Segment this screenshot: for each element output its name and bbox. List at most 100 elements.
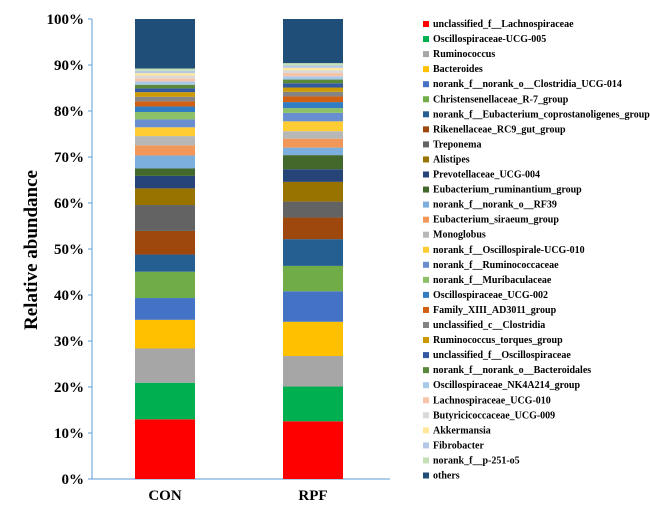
legend-label: Christensenellaceae_R-7_group (433, 94, 569, 105)
legend-swatch (423, 51, 429, 58)
bar-segment (283, 147, 343, 156)
bar-segment (135, 106, 195, 113)
y-tick-label: 40% (54, 288, 84, 304)
x-tick-label: CON (148, 488, 182, 504)
bar-segment (283, 356, 343, 387)
bar-segment (135, 101, 195, 107)
legend-swatch (423, 276, 429, 283)
bar-segment (135, 382, 195, 420)
legend-swatch (423, 81, 429, 88)
bar-segment (135, 73, 195, 76)
bar-segment (135, 70, 195, 74)
bar-segment (135, 254, 195, 272)
y-tick-label: 10% (54, 426, 84, 442)
bar-segment (283, 265, 343, 292)
y-tick-label: 30% (54, 334, 84, 350)
bar-segment (135, 78, 195, 82)
bar-segment (283, 91, 343, 97)
legend-label: Akkermansia (433, 425, 491, 436)
bar-segment (135, 205, 195, 231)
bar-segment (135, 96, 195, 102)
bar-segment (283, 79, 343, 84)
legend-swatch (423, 111, 429, 118)
legend-label: Rikenellaceae_RC9_gut_group (433, 124, 566, 135)
bar-segment (135, 155, 195, 169)
bar-segment (283, 155, 343, 170)
bar-segment (283, 83, 343, 88)
bar-segment (135, 298, 195, 320)
legend-label: norank_f__p-251-o5 (433, 455, 520, 466)
legend-label: Bacteroides (433, 64, 483, 75)
plot-area: 0% 10% 20% 30% 40% 50% 60% 70% 80% 90% 100% CON RPF (47, 12, 390, 504)
legend-label: unclassified_c__Clostridia (433, 320, 545, 331)
legend-swatch (423, 352, 429, 359)
legend-label: others (433, 471, 460, 482)
legend-swatch (423, 156, 429, 163)
legend-label: unclassified_f__Oscillospiraceae (433, 350, 571, 361)
bar-segment (135, 119, 195, 128)
legend-swatch (423, 261, 429, 268)
legend-swatch (423, 427, 429, 434)
bar-segment (135, 136, 195, 146)
legend-swatch (423, 322, 429, 328)
legend-swatch (423, 442, 429, 449)
legend-label: norank_f__Muribaculaceae (433, 275, 552, 286)
legend-swatch (423, 367, 429, 374)
legend-swatch (423, 141, 429, 148)
legend-label: Oscillospiraceae_NK4A214_group (433, 380, 580, 391)
bar-segment (135, 68, 195, 71)
y-tick-label: 0% (62, 472, 85, 488)
bar-segment (135, 419, 195, 479)
bar-segment (135, 168, 195, 176)
bar-segment (283, 67, 343, 71)
bar-segment (283, 321, 343, 357)
bar-segment (135, 112, 195, 120)
bar-segment (135, 175, 195, 189)
bar-segment (135, 81, 195, 85)
legend-swatch (423, 306, 429, 313)
bar-segment (135, 319, 195, 349)
legend-swatch (423, 96, 429, 103)
legend-label: Fibrobacter (433, 440, 484, 451)
legend: unclassified_f__Lachnospiraceae Oscillosp… (423, 19, 650, 482)
bar-segment (135, 75, 195, 79)
bar-segment (283, 102, 343, 109)
legend-label: norank_f__norank_o__Bacteroidales (433, 365, 591, 376)
legend-label: Treponema (433, 139, 482, 150)
x-tick-label: RPF (298, 488, 327, 504)
legend-label: Lachnospiraceae_UCG-010 (433, 395, 551, 406)
bar-segment (283, 76, 343, 80)
legend-swatch (423, 201, 429, 208)
bar-segment (283, 131, 343, 139)
legend-label: Eubacterium_siraeum_group (433, 215, 559, 226)
legend-swatch (423, 472, 429, 479)
legend-label: norank_f__Oscillospirale-UCG-010 (433, 245, 585, 256)
legend-label: Monoglobus (433, 230, 486, 241)
legend-label: Oscillospiraceae_UCG-002 (433, 290, 548, 301)
bar-segment (283, 19, 343, 64)
legend-swatch (423, 457, 429, 464)
legend-label: Ruminococcus (433, 49, 495, 60)
bar-segment (283, 87, 343, 92)
bar-segment (283, 169, 343, 182)
legend-label: norank_f__norank_o__RF39 (433, 200, 557, 211)
legend-swatch (423, 216, 429, 223)
legend-swatch (423, 246, 429, 253)
legend-swatch (423, 397, 429, 404)
legend-label: Butyricicoccaceae_UCG-009 (433, 410, 555, 421)
bar-segment (283, 121, 343, 132)
bar-segment (283, 217, 343, 240)
legend-label: norank_f__norank_o__Clostridia_UCG-014 (433, 79, 622, 90)
bar-segment (283, 138, 343, 148)
bar-segment (283, 181, 343, 202)
bar-segment (283, 386, 343, 422)
legend-swatch (423, 21, 429, 27)
legend-swatch (423, 36, 429, 43)
bar-segment (283, 291, 343, 322)
y-tick-label: 20% (54, 380, 84, 396)
legend-label: Eubacterium_ruminantium_group (433, 185, 582, 196)
legend-swatch (423, 126, 429, 133)
bar-segment (283, 112, 343, 122)
legend-label: Family_XIII_AD3011_group (433, 305, 557, 316)
bar-segment (135, 88, 195, 93)
